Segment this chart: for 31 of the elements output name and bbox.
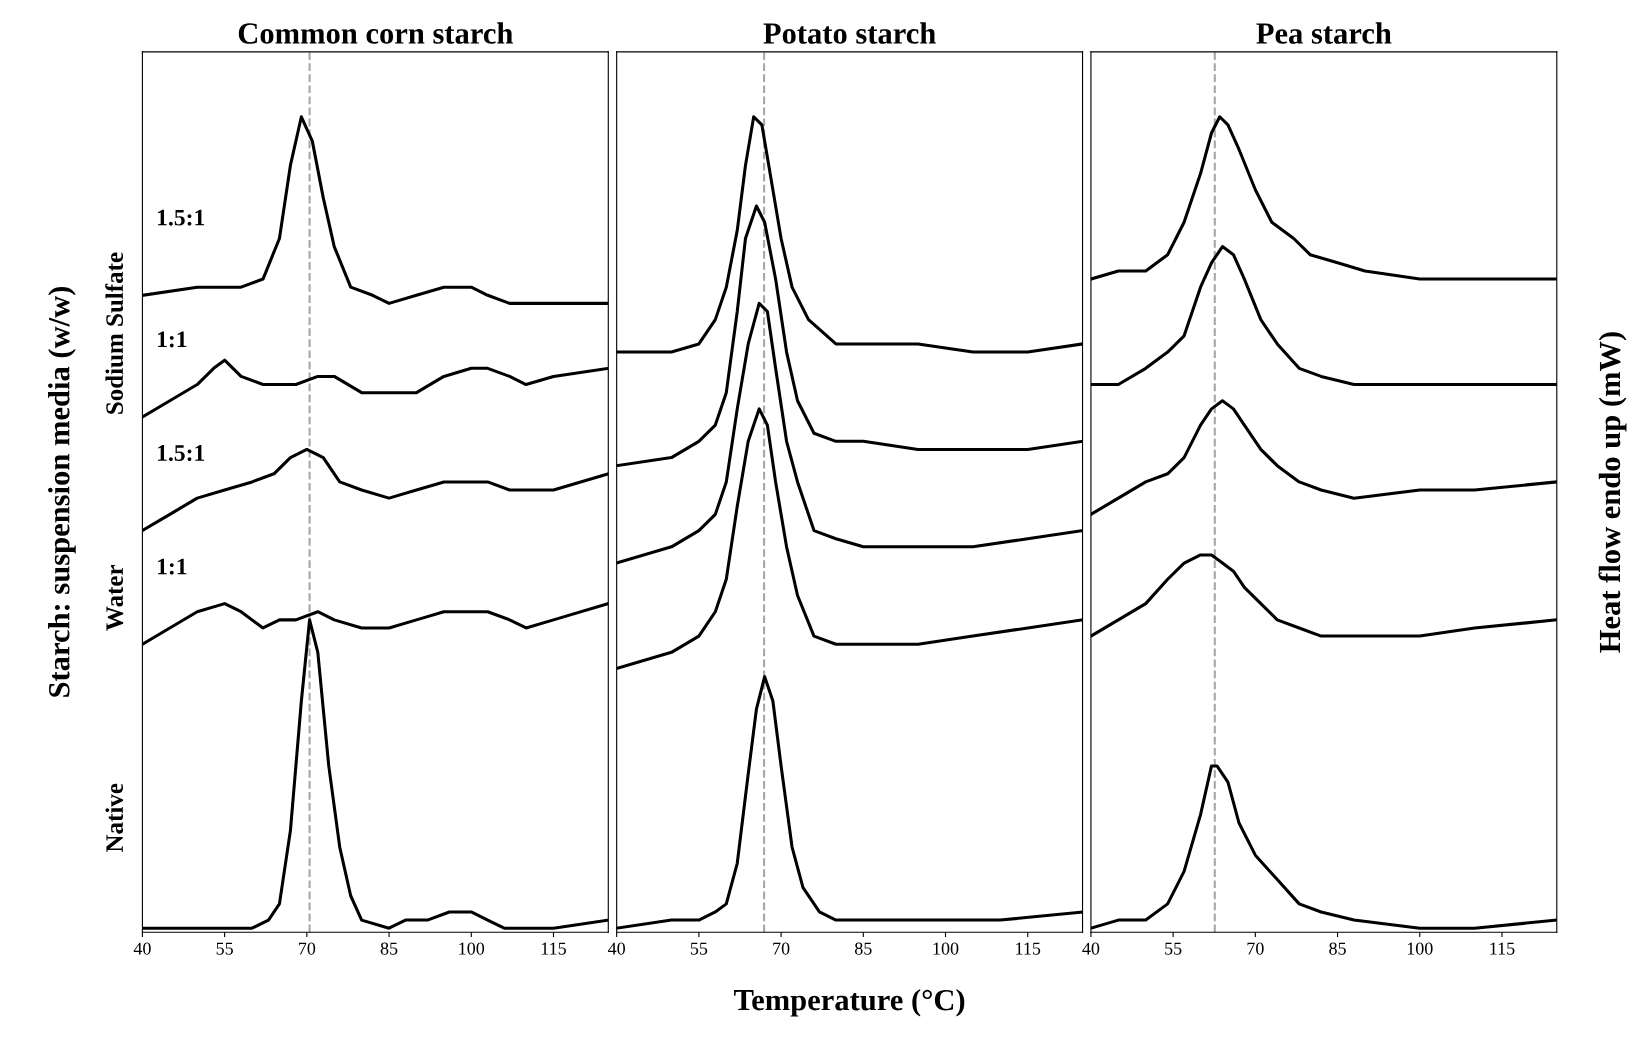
x-axis-title: Temperature (°C) — [734, 988, 965, 1017]
x-tick-label: 55 — [1165, 942, 1182, 955]
x-tick-label: 55 — [690, 942, 708, 955]
x-tick-label: 100 — [933, 942, 959, 955]
series-label: 1:1 — [158, 558, 187, 575]
x-tick-label: 100 — [1407, 942, 1433, 955]
x-tick-label: 115 — [541, 942, 566, 955]
chart-title: Common corn starch — [238, 22, 513, 44]
x-tick-label: 40 — [608, 942, 626, 955]
series-label: 1:1 — [158, 331, 187, 348]
x-tick-label: 115 — [1016, 942, 1041, 955]
series-label: 1.5:1 — [158, 445, 205, 461]
y-axis-title: Starch: suspension media (w/w) — [48, 286, 76, 697]
text: Sodium Sulfate — [105, 252, 124, 414]
text: Native — [105, 783, 124, 853]
x-tick-label: 55 — [216, 942, 233, 955]
text: Water — [106, 564, 124, 631]
x-tick-label: 100 — [459, 942, 485, 955]
x-tick-label: 85 — [380, 942, 398, 955]
x-tick-label: 40 — [133, 942, 151, 955]
text: 1.5:1 — [158, 209, 205, 226]
x-tick-label: 40 — [1082, 942, 1100, 955]
x-tick-label: 115 — [1490, 942, 1515, 955]
x-tick-label: 70 — [1247, 942, 1264, 955]
x-tick-label: 70 — [299, 942, 316, 955]
y2-axis-title: Heat flow endo up (mW) — [1598, 332, 1627, 653]
x-tick-label: 70 — [773, 942, 790, 955]
chart-title: Pea starch — [1256, 22, 1392, 44]
x-tick-label: 85 — [854, 942, 872, 955]
x-tick-label: 85 — [1329, 942, 1346, 955]
chart-title: Potato starch — [763, 22, 936, 44]
